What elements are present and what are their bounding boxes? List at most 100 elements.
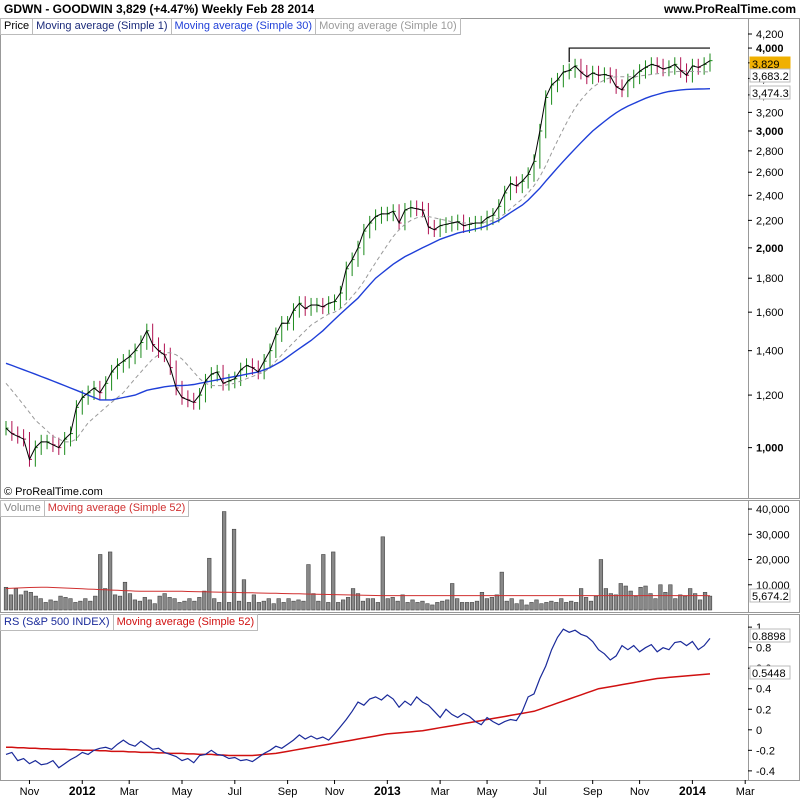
price-tick-label: 1,400 (756, 346, 784, 358)
volume-bar (549, 600, 554, 611)
volume-bar (479, 592, 485, 611)
volume-bar (296, 599, 301, 611)
last-rs-label: 0.8898 (752, 631, 786, 643)
x-tick-label: Sep (583, 786, 603, 798)
volume-bar (122, 581, 128, 611)
price-legend: Price Moving average (Simple 1) Moving ave… (0, 18, 461, 35)
volume-bar (460, 602, 465, 611)
volume-bar (425, 603, 430, 611)
volume-bar (499, 571, 504, 611)
volume-tick-label: 30,000 (756, 529, 790, 541)
volume-bar (226, 602, 232, 611)
volume-bar (683, 595, 688, 611)
volume-bar (212, 598, 217, 611)
volume-bar (707, 595, 713, 611)
volume-bar (231, 528, 237, 611)
volume-bar (8, 594, 14, 611)
last-price-label: 3,829 (752, 59, 780, 71)
volume-bar (415, 602, 420, 611)
legend-volma[interactable]: Moving average (Simple 52) (47, 502, 186, 514)
last-ma30-label: 3,474.3 (752, 88, 789, 100)
x-tick-label: Jul (228, 786, 242, 798)
legend-ma1[interactable]: Moving average (Simple 1) (33, 19, 172, 34)
volume-bar (236, 600, 242, 611)
volume-bar (202, 590, 207, 611)
volume-bar (469, 602, 475, 611)
ma30-line (5, 88, 711, 401)
volume-bar (142, 597, 147, 611)
site-label[interactable]: www.ProRealTime.com (663, 2, 796, 16)
volume-bar (702, 592, 708, 611)
volume-bar (53, 600, 58, 611)
volume-bar (668, 584, 673, 611)
chart-title: GDWN - GOODWIN 3,829 (+4.47%) Weekly Feb… (4, 2, 315, 16)
volume-bar (187, 598, 192, 611)
volume-bar (464, 602, 470, 611)
volume-bar (390, 597, 395, 611)
volume-bar (693, 593, 698, 611)
volume-bar (663, 592, 668, 611)
legend-ma10[interactable]: Moving average (Simple 10) (319, 20, 457, 32)
volume-bar (301, 600, 306, 611)
volume-bar (306, 564, 311, 611)
last-ma10-label: 3,683.2 (752, 71, 789, 83)
rs-tick-label: 0.8 (756, 643, 771, 655)
volume-bar (395, 600, 400, 611)
price-tick-label: 2,800 (756, 146, 784, 158)
volume-bar (574, 602, 579, 611)
price-tick-label: 2,200 (756, 215, 784, 227)
volume-bar (648, 593, 653, 611)
price-tick-label: 2,400 (756, 190, 784, 202)
volume-bar (519, 599, 524, 611)
volume-bar (593, 595, 599, 611)
legend-price[interactable]: Price (1, 19, 34, 34)
price-tick-label: 2,600 (756, 167, 784, 179)
volume-bar (435, 602, 440, 611)
volume-bar (23, 590, 28, 611)
legend-ma30[interactable]: Moving average (Simple 30) (172, 19, 317, 34)
volume-bar (291, 600, 296, 611)
volume-bar (559, 598, 564, 611)
volume-bar (445, 599, 450, 611)
volume-bar (544, 602, 549, 611)
volume-bar (588, 600, 594, 611)
volume-bar (653, 598, 658, 611)
volume-bar (251, 594, 256, 611)
volume-bar (623, 585, 628, 611)
volume-bar (197, 597, 202, 611)
legend-rsma[interactable]: Moving average (Simple 52) (116, 616, 255, 628)
volume-bar (578, 588, 584, 611)
x-tick-label: Jul (533, 786, 547, 798)
volume-bar (583, 597, 589, 611)
legend-rs[interactable]: RS (S&P 500 INDEX) (1, 615, 114, 630)
volume-bar (474, 600, 480, 611)
volume-bar (484, 598, 490, 611)
volume-bar (678, 594, 683, 611)
volume-bar (440, 600, 445, 611)
volume-bar (524, 604, 529, 611)
price-tick-label: 1,200 (756, 390, 784, 402)
volume-bar (688, 588, 693, 611)
volume-bar (88, 600, 93, 611)
volume-bar (241, 579, 247, 611)
volume-bar (162, 593, 167, 611)
volume-bar (405, 602, 410, 611)
volume-bar (603, 588, 608, 611)
volume-bar (380, 536, 385, 611)
volume-bar (598, 559, 604, 611)
volume-bar (554, 602, 559, 611)
pane-frame-2 (0, 614, 800, 781)
volume-bar (529, 602, 534, 611)
volume-tick-label: 20,000 (756, 555, 790, 567)
volume-bar (33, 595, 38, 611)
volume-bar (172, 598, 177, 611)
resistance-line (568, 47, 710, 63)
rs-legend: RS (S&P 500 INDEX) Moving average (Simple… (0, 614, 259, 631)
x-tick-label: May (477, 786, 498, 798)
volume-bar (43, 602, 48, 611)
price-tick-label: 2,000 (756, 243, 784, 255)
legend-volume[interactable]: Volume (1, 501, 45, 516)
volume-bar (286, 598, 291, 611)
